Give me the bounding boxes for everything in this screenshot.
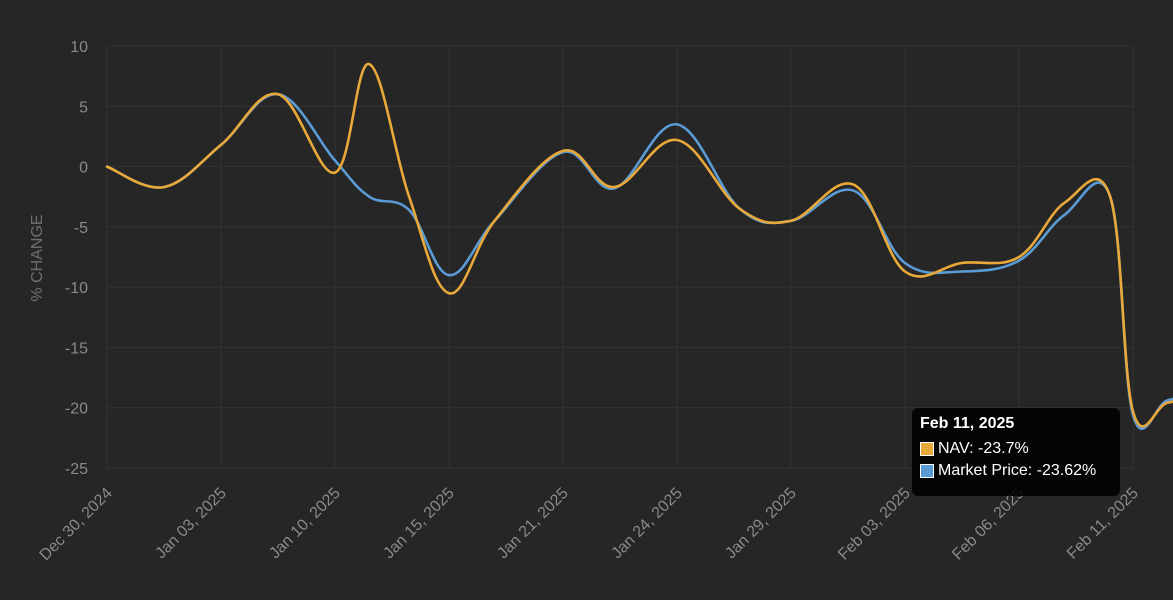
tooltip-market-value: Market Price: -23.62%: [938, 462, 1097, 479]
x-tick-label: Jan 03, 2025: [152, 485, 230, 563]
series-lines: [105, 62, 1173, 431]
y-tick-label: -25: [65, 461, 88, 478]
tooltip-nav-row: NAV: -23.7%: [920, 440, 1112, 458]
y-tick-label: 10: [70, 39, 88, 56]
x-tick-label: Jan 15, 2025: [380, 485, 458, 563]
nav-series-line: [105, 62, 1173, 428]
y-tick-label: -5: [74, 220, 88, 237]
y-tick-label: -15: [65, 340, 88, 357]
y-axis-title: % CHANGE: [29, 214, 46, 301]
x-tick-label: Dec 30, 2024: [36, 485, 115, 564]
nav-swatch-icon: [920, 442, 934, 456]
y-tick-label: -20: [65, 401, 88, 418]
y-tick-label: -10: [65, 280, 88, 297]
x-tick-label: Jan 10, 2025: [266, 485, 344, 563]
tooltip-nav-value: NAV: -23.7%: [938, 440, 1029, 457]
y-tick-label: 0: [79, 160, 88, 177]
x-tick-label: Jan 29, 2025: [722, 485, 800, 563]
y-tick-label: 5: [79, 99, 88, 116]
y-axis-ticks: 10 5 0 -5 -10 -15 -20 -25: [65, 39, 88, 478]
x-tick-label: Jan 24, 2025: [608, 485, 686, 563]
x-tick-label: Feb 03, 2025: [835, 485, 914, 564]
x-tick-label: Feb 11, 2025: [1064, 485, 1142, 563]
x-tick-label: Feb 06, 2025: [949, 485, 1028, 564]
x-tick-label: Jan 21, 2025: [494, 485, 572, 563]
gridlines: [106, 45, 1134, 469]
tooltip-market-row: Market Price: -23.62%: [920, 462, 1112, 480]
market-price-series-line: [105, 92, 1173, 431]
chart-tooltip: Feb 11, 2025 NAV: -23.7% Market Price: -…: [912, 408, 1120, 496]
market-swatch-icon: [920, 464, 934, 478]
x-axis-ticks: Dec 30, 2024 Jan 03, 2025 Jan 10, 2025 Jan …: [36, 485, 1141, 564]
tooltip-date: Feb 11, 2025: [920, 415, 1015, 432]
